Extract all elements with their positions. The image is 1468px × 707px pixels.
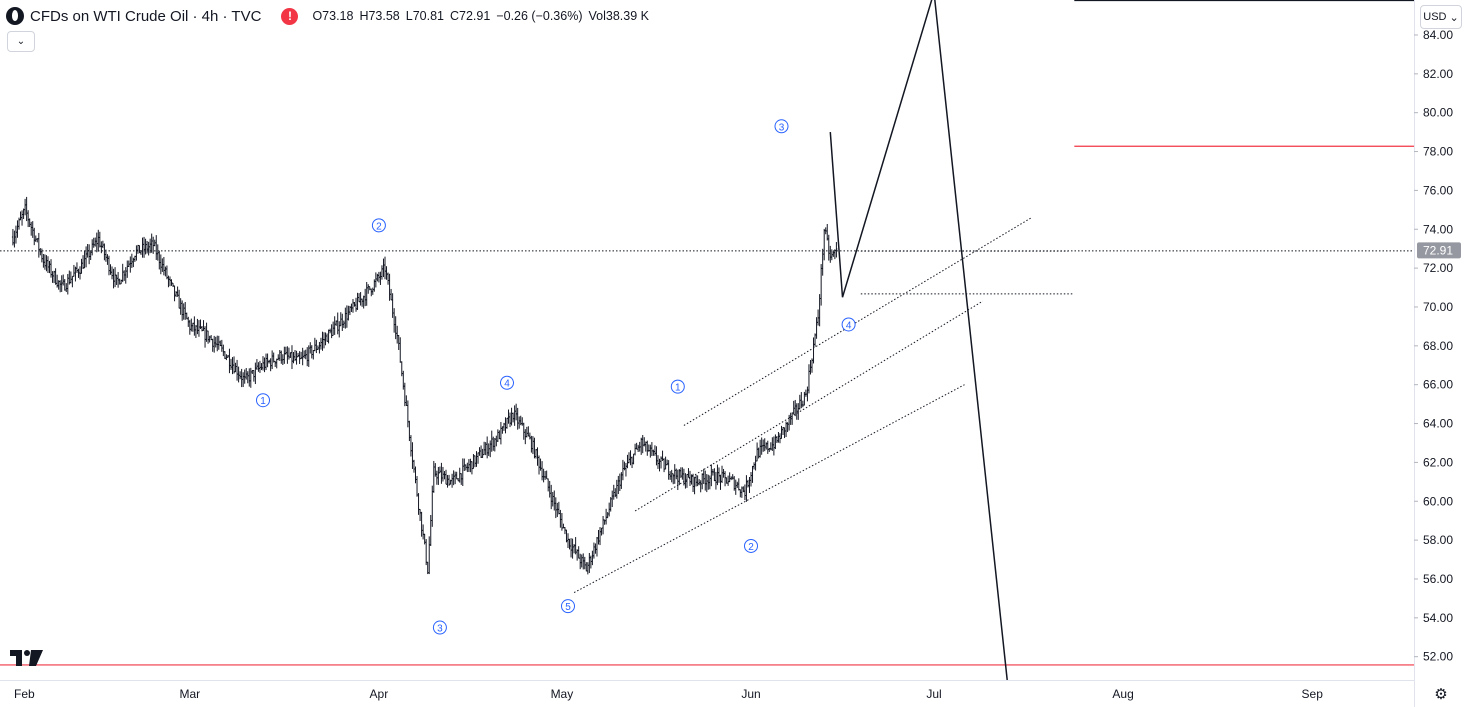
close-value: C72.91 [450, 9, 491, 23]
last-price-label: 72.91 [1423, 243, 1453, 257]
gear-icon: ⚙ [1434, 686, 1448, 703]
wave-projection-path[interactable] [829, 0, 1008, 681]
wave-label-circle [744, 538, 758, 553]
price-tick-label: 76.00 [1423, 183, 1453, 197]
wave-label-circle [841, 317, 856, 332]
currency-selector[interactable]: USD ⌄ [1420, 5, 1462, 29]
currency-label: USD [1423, 11, 1447, 23]
time-tick-label: Aug [1112, 687, 1133, 701]
collapse-legend-button[interactable]: ⌄ [7, 31, 35, 52]
time-tick-label: Jun [741, 687, 760, 701]
chevron-down-icon: ⌄ [1449, 11, 1459, 24]
chart-header: CFDs on WTI Crude Oil · 4h · TVC ! O73.1… [6, 4, 649, 28]
price-tick-label: 64.00 [1423, 417, 1453, 431]
ohlc-readout: O73.18 H73.58 L70.81 C72.91 −0.26 (−0.36… [312, 9, 649, 23]
chevron-down-icon: ⌄ [16, 36, 26, 47]
oil-drop-icon [6, 7, 24, 25]
candlestick-series [11, 196, 838, 575]
wave-label-4[interactable]: 4 [500, 375, 514, 390]
price-tick-label: 56.00 [1423, 572, 1453, 586]
wave-label-text: 3 [437, 624, 443, 635]
wave-label-circle [256, 393, 270, 408]
time-tick-label: May [551, 687, 574, 701]
wave-label-circle [561, 599, 575, 614]
wave-label-1[interactable]: 1 [670, 379, 685, 394]
price-tick-label: 70.00 [1423, 300, 1453, 314]
channel-trendline[interactable] [573, 384, 965, 594]
wave-label-3[interactable]: 3 [432, 620, 447, 635]
wave-label-text: 4 [846, 320, 852, 331]
time-tick-label: Sep [1302, 687, 1324, 701]
wave-label-4[interactable]: 4 [841, 317, 856, 332]
wave-label-circle [670, 379, 685, 394]
price-tick-label: 60.00 [1423, 494, 1453, 508]
wave-label-2[interactable]: 2 [744, 538, 758, 553]
price-tick-label: 78.00 [1423, 145, 1453, 159]
volume-value: Vol38.39 K [588, 9, 649, 23]
wave-label-circle [500, 375, 514, 390]
price-tick-label: 80.00 [1423, 106, 1453, 120]
low-value: L70.81 [405, 9, 444, 23]
wave-label-text: 2 [748, 542, 754, 553]
time-tick-label: Feb [14, 687, 35, 701]
price-tick-label: 74.00 [1423, 222, 1453, 236]
wave-label-circle [774, 119, 789, 134]
time-tick-label: Apr [370, 687, 389, 701]
price-tick-label: 82.00 [1423, 67, 1453, 81]
time-tick-label: Mar [179, 687, 200, 701]
drawings-layer: 1 2 3 4 5 1 2 3 4 [0, 0, 1414, 681]
wave-label-circle [371, 218, 386, 233]
open-value: O73.18 [312, 9, 354, 23]
price-tick-label: 58.00 [1423, 533, 1453, 547]
wave-label-text: 1 [675, 383, 681, 394]
symbol-title[interactable]: CFDs on WTI Crude Oil · 4h · TVC [30, 7, 262, 25]
change-value: −0.26 (−0.36%) [496, 9, 583, 23]
price-tick-label: 54.00 [1423, 611, 1453, 625]
channel-trendline[interactable] [634, 300, 984, 512]
price-tick-label: 66.00 [1423, 378, 1453, 392]
price-tick-label: 84.00 [1423, 28, 1453, 42]
channel-trendline[interactable] [683, 217, 1032, 426]
price-axis[interactable] [1414, 0, 1468, 707]
wave-label-text: 5 [565, 602, 571, 613]
alert-icon[interactable]: ! [281, 7, 299, 25]
wave-label-text: 3 [779, 122, 785, 133]
wave-label-text: 1 [260, 396, 266, 407]
last-price-badge [1417, 242, 1461, 259]
price-tick-label: 68.00 [1423, 339, 1453, 353]
wave-label-5[interactable]: 5 [561, 599, 575, 614]
tradingview-logo[interactable] [10, 648, 44, 668]
wave-label-text: 4 [504, 379, 510, 390]
wave-label-2[interactable]: 2 [371, 218, 386, 233]
wave-label-text: 2 [376, 221, 382, 232]
price-tick-label: 62.00 [1423, 455, 1453, 469]
price-tick-label: 52.00 [1423, 650, 1453, 664]
time-tick-label: Jul [926, 687, 941, 701]
high-value: H73.58 [359, 9, 400, 23]
wave-label-circle [432, 620, 447, 635]
wave-label-3[interactable]: 3 [774, 119, 789, 134]
price-tick-label: 72.00 [1423, 261, 1453, 275]
chart-settings-button[interactable]: ⚙ [1431, 684, 1451, 704]
wave-label-1[interactable]: 1 [256, 393, 270, 408]
